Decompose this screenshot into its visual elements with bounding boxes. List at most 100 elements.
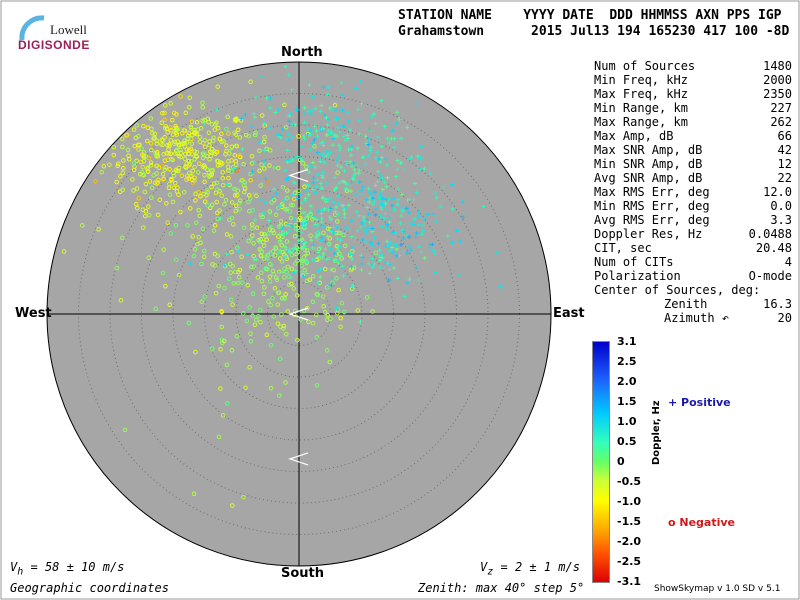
positive-source-point [385,175,390,180]
positive-source-point [369,261,374,266]
doppler-colorbar [592,341,610,583]
positive-source-point [252,115,257,120]
positive-source-point [349,218,354,223]
stat-key: Zenith [664,297,708,311]
negative-source-point [200,105,205,110]
negative-source-point [99,169,104,175]
positive-source-point [418,167,423,172]
positive-source-point [309,238,314,243]
positive-source-point [273,110,278,115]
negative-source-point [193,349,198,355]
positive-source-point [370,265,375,269]
negative-source-point [202,179,207,185]
negative-source-point [275,302,281,307]
negative-source-point [171,185,177,191]
negative-source-point [145,125,151,130]
positive-source-point [388,240,393,245]
negative-source-point [286,274,292,279]
negative-source-point [247,365,252,370]
negative-source-point [268,385,274,391]
positive-source-point [392,145,397,150]
stat-value: 2000 [763,73,792,87]
negative-source-point [321,294,326,299]
positive-source-point [399,242,404,247]
positive-source-point [387,216,392,221]
positive-source-point [291,167,296,172]
negative-source-point [141,225,146,230]
positive-source-point [433,270,438,275]
negative-source-point [196,207,201,213]
positive-source-point [299,258,304,263]
negative-source-point [196,170,201,175]
positive-source-point [373,121,378,126]
colorbar-title: Doppler, Hz [651,400,662,465]
direction-chevron [288,452,309,466]
negative-source-point [254,193,259,198]
positive-source-point [334,306,339,311]
positive-source-point [251,191,256,196]
negative-source-point [335,219,340,224]
negative-source-point [120,170,126,176]
positive-source-point [316,280,321,285]
positive-source-point [300,222,305,227]
negative-source-point [164,150,170,156]
negative-source-point [241,225,247,230]
positive-source-point [326,128,331,133]
negative-source-point [214,199,219,205]
negative-source-point [336,287,341,293]
negative-source-point [211,149,217,154]
positive-source-point [454,228,459,233]
positive-source-point [236,249,241,253]
positive-source-point [353,192,358,197]
negative-source-point [201,191,206,197]
positive-source-point [340,108,345,113]
positive-source-point [305,133,310,137]
stat-value: 0.0488 [748,227,792,241]
negative-source-point [222,264,228,269]
positive-source-point [364,239,368,244]
negative-source-point [323,266,328,272]
stat-row: Max Amp, dB 66 [594,129,792,143]
positive-source-point [262,210,266,215]
positive-source-point [321,151,326,156]
positive-source-point [360,237,365,242]
positive-source-point [263,200,267,205]
positive-source-point [318,266,323,271]
negative-source-point [315,292,320,298]
negative-source-point [235,188,241,193]
positive-source-point [290,158,295,163]
stat-row: Min Range, km 227 [594,101,792,115]
header-columns: STATION NAME YYYY DATE DDD HHMMSS AXN PP… [398,8,782,23]
positive-source-point [281,201,286,206]
positive-source-point [397,117,402,122]
positive-source-point [368,148,373,153]
logo-digisonde-text: DIGISONDE [18,38,90,52]
negative-source-point [163,283,168,289]
positive-source-point [342,215,347,220]
positive-source-point [282,197,287,202]
negative-source-point [206,119,211,125]
positive-source-point [390,230,395,235]
positive-source-point [354,210,359,214]
negative-source-point [153,150,158,156]
positive-source-point [364,197,369,202]
positive-source-point [390,245,394,250]
positive-source-point [309,108,314,113]
negative-source-point [261,139,267,145]
positive-source-point [218,216,223,221]
negative-source-point [174,189,180,194]
negative-source-point [125,132,130,138]
positive-source-point [338,254,343,259]
negative-source-point [267,274,273,279]
positive-source-point [432,251,437,256]
logo-lowell-text: Lowell [50,22,87,37]
positive-source-point [403,225,408,230]
negative-source-point [199,261,204,267]
positive-source-point [293,268,298,273]
positive-source-point [338,238,343,243]
negative-source-point [207,143,212,148]
positive-source-point [334,225,339,229]
positive-source-point [335,125,340,130]
positive-source-point [377,258,382,263]
